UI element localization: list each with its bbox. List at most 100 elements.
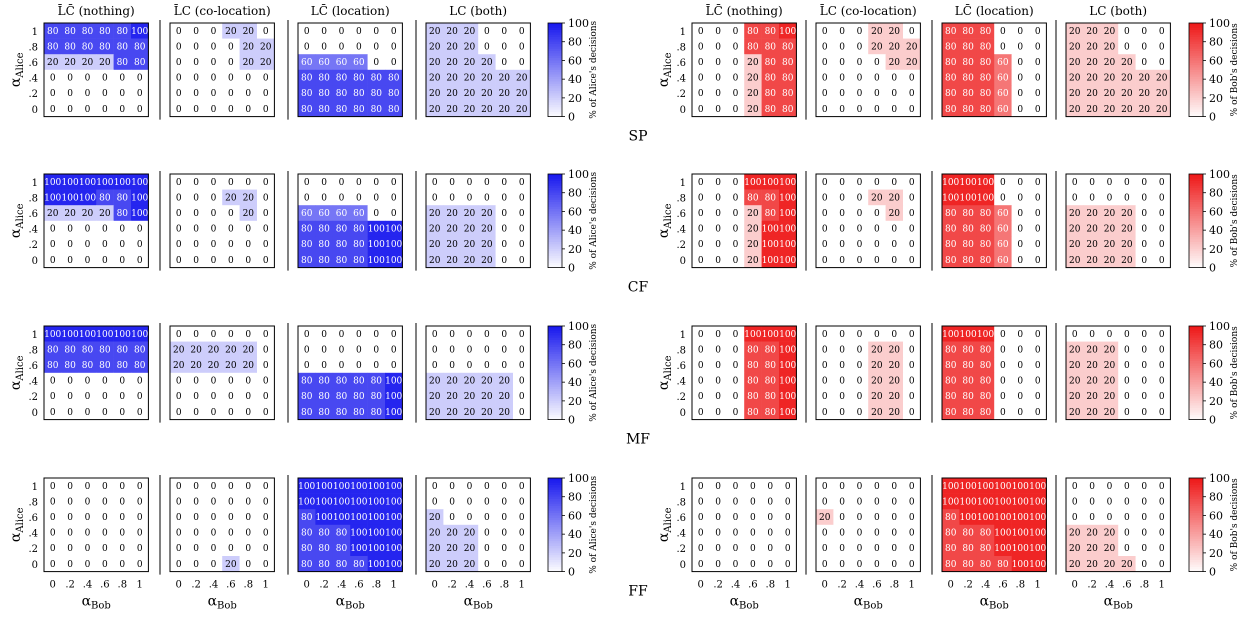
heatmap-cell-bob-3-2-0-1 (959, 478, 978, 494)
heatmap-cell-alice-0-1-2-4 (239, 54, 258, 71)
heatmap-cell-bob-3-2-4-3 (994, 540, 1012, 557)
heatmap-cell-bob-2-1-5-5 (903, 404, 921, 420)
heatmap-cell-bob-3-3-1-0 (1066, 493, 1084, 510)
cell-value-bob-1-3-1-3: 0 (1124, 193, 1130, 203)
cell-value-bob-1-1-0-4: 0 (891, 178, 897, 188)
heatmap-cell-alice-0-2-3-0 (298, 69, 316, 86)
cell-value-bob-0-1-5-4: 0 (891, 105, 897, 115)
cell-value-bob-2-0-1-3: 80 (747, 345, 759, 355)
cell-value-bob-0-0-5-2: 0 (733, 105, 739, 115)
heatmap-cell-alice-0-3-2-0 (426, 54, 444, 71)
cell-value-alice-2-1-5-5: 0 (263, 408, 269, 418)
colorbar-segment-bob-3-10 (1189, 501, 1203, 505)
cell-value-bob-0-2-2-1: 80 (962, 58, 974, 68)
heatmap-cell-alice-1-3-3-4 (495, 220, 514, 237)
cell-value-alice-2-0-1-1: 80 (64, 345, 76, 355)
heatmap-cell-bob-2-2-1-5 (1029, 341, 1047, 358)
heatmap-cell-bob-2-0-2-3 (744, 357, 762, 374)
y-tick-label-bob-2-4: .2 (676, 392, 686, 403)
colorbar-segment-alice-2-2 (548, 330, 562, 334)
heatmap-cell-alice-3-3-5-0 (426, 556, 444, 572)
colorbar-segment-bob-1-37 (1189, 260, 1203, 264)
cell-value-bob-0-3-3-3: 20 (1121, 74, 1133, 84)
heatmap-cell-bob-3-2-2-2 (976, 509, 995, 526)
heatmap-cell-bob-1-3-3-0 (1066, 220, 1084, 237)
heatmap-cell-alice-2-0-5-5 (131, 404, 149, 420)
heatmap-cell-bob-1-0-4-0 (692, 236, 710, 253)
cell-value-alice-2-2-4-1: 80 (318, 392, 330, 402)
cell-value-bob-3-2-0-5: 100 (1029, 482, 1046, 492)
cell-value-alice-1-1-5-3: 0 (228, 256, 234, 266)
colorbar-tick-label-bob-2-4: 80 (1209, 339, 1223, 352)
heatmap-cell-alice-2-1-1-1 (187, 341, 206, 358)
heatmap-cell-alice-1-0-3-5 (131, 220, 149, 237)
heatmap-cell-bob-3-0-5-0 (692, 556, 710, 572)
heatmap-cell-bob-2-3-2-4 (1135, 357, 1154, 374)
heatmap-cell-bob-2-0-2-4 (761, 357, 780, 374)
cell-value-alice-2-3-4-1: 20 (446, 392, 458, 402)
cell-value-alice-3-0-3-1: 0 (67, 529, 73, 539)
heatmap-cell-bob-1-3-3-4 (1135, 220, 1154, 237)
cell-value-bob-3-0-3-5: 0 (785, 529, 791, 539)
cell-value-alice-3-0-0-3: 0 (102, 482, 108, 492)
cell-value-alice-2-0-0-2: 100 (79, 330, 96, 340)
heatmap-cell-bob-0-0-3-1 (709, 69, 728, 86)
heatmap-cell-alice-3-1-1-2 (204, 493, 223, 510)
heatmap-cell-bob-1-2-0-3 (994, 174, 1012, 190)
x-tick-label-bob-1-1: .2 (837, 580, 847, 591)
cell-value-bob-3-2-3-4: 100 (1012, 529, 1029, 539)
cell-value-bob-2-3-1-4: 0 (1141, 345, 1147, 355)
colorbar-segment-alice-1-9 (548, 195, 562, 198)
cell-value-alice-3-0-5-0: 0 (50, 560, 56, 570)
cell-value-bob-0-3-4-0: 20 (1069, 89, 1081, 99)
cell-value-bob-3-2-5-5: 100 (1029, 560, 1046, 570)
heatmap-cell-bob-3-3-5-4 (1135, 556, 1154, 572)
heatmap-cell-alice-0-3-1-0 (426, 38, 444, 55)
colorbar-tick-label-alice-2-4: 80 (568, 339, 582, 352)
colorbar-segment-alice-2-18 (548, 368, 562, 371)
heatmap-cell-alice-0-1-3-4 (239, 69, 258, 86)
heatmap-cell-alice-3-2-0-1 (315, 478, 334, 494)
heatmap-cell-bob-2-0-3-3 (744, 372, 762, 389)
heatmap-cell-alice-3-0-0-0 (44, 478, 62, 494)
colorbar-segment-bob-1-0 (1189, 174, 1203, 177)
heatmap-cell-bob-3-2-5-2 (976, 556, 995, 572)
cell-value-bob-0-1-2-0: 0 (822, 58, 828, 68)
cell-value-alice-0-3-1-3: 0 (484, 42, 490, 52)
heatmap-cell-alice-0-1-5-2 (204, 101, 223, 117)
heatmap-cell-alice-3-2-2-0 (298, 509, 316, 526)
cell-value-bob-1-3-0-0: 0 (1072, 178, 1078, 188)
cell-value-alice-3-2-2-5: 100 (385, 513, 402, 523)
cell-value-bob-2-2-4-5: 0 (1035, 392, 1041, 402)
cell-value-alice-0-1-5-2: 0 (211, 105, 217, 115)
colorbar-segment-alice-1-17 (548, 213, 562, 217)
heatmap-cell-bob-2-2-4-4 (1011, 388, 1030, 405)
colorbar-segment-alice-2-19 (548, 370, 562, 374)
cell-value-bob-2-0-4-5: 100 (779, 392, 796, 402)
heatmap-cell-alice-3-1-1-1 (187, 493, 206, 510)
heatmap-cell-alice-0-3-4-1 (443, 85, 462, 102)
colorbar-segment-alice-2-27 (548, 389, 562, 392)
colorbar-segment-alice-0-32 (548, 97, 562, 101)
heatmap-cell-bob-0-2-3-0 (942, 69, 960, 86)
cell-value-bob-0-3-4-1: 20 (1086, 89, 1098, 99)
colorbar-segment-bob-0-18 (1189, 65, 1203, 68)
cell-value-bob-1-2-3-2: 80 (980, 225, 992, 235)
cell-value-alice-3-0-2-4: 0 (119, 513, 125, 523)
cell-value-bob-1-0-4-0: 0 (698, 240, 704, 250)
heatmap-cell-alice-1-2-5-4 (367, 252, 386, 268)
heatmap-cell-alice-1-1-5-4 (239, 252, 258, 268)
cell-value-alice-3-0-2-1: 0 (67, 513, 73, 523)
heatmap-cell-alice-1-3-1-3 (478, 189, 496, 206)
colorbar-segment-bob-0-24 (1189, 79, 1203, 82)
heatmap-cell-alice-3-1-4-3 (222, 540, 240, 557)
colorbar-segment-alice-2-23 (548, 379, 562, 383)
heatmap-cell-bob-2-0-4-3 (744, 388, 762, 405)
panel-title-alice-2: LC̄ (location) (311, 3, 390, 18)
heatmap-cell-bob-3-3-4-2 (1100, 540, 1119, 557)
cell-value-alice-1-0-5-1: 0 (67, 256, 73, 266)
heatmap-cell-alice-2-3-4-3 (478, 388, 496, 405)
cell-value-bob-0-0-2-4: 80 (765, 58, 777, 68)
heatmap-cell-alice-1-1-1-3 (222, 189, 240, 206)
heatmap-cell-alice-3-1-5-5 (257, 556, 275, 572)
